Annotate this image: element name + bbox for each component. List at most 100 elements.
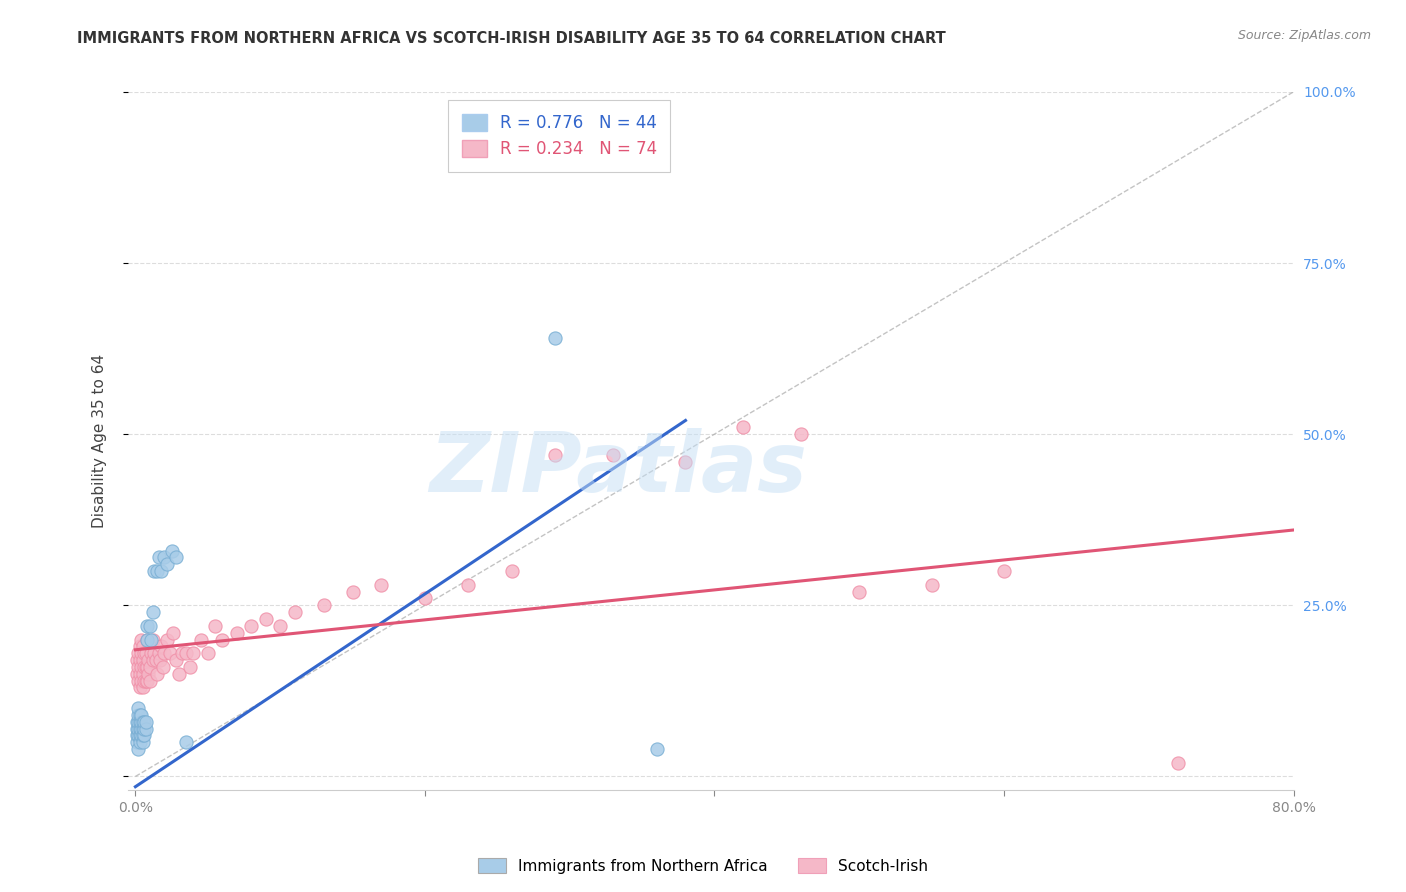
Point bbox=[602, 448, 624, 462]
Point bbox=[146, 666, 169, 681]
Point bbox=[128, 707, 150, 722]
Point bbox=[131, 735, 153, 749]
Point bbox=[125, 735, 148, 749]
Point bbox=[848, 584, 870, 599]
Point bbox=[127, 707, 149, 722]
Point bbox=[675, 454, 697, 468]
Legend: R = 0.776   N = 44, R = 0.234   N = 74: R = 0.776 N = 44, R = 0.234 N = 74 bbox=[449, 100, 671, 171]
Point bbox=[131, 722, 153, 736]
Point bbox=[143, 564, 166, 578]
Point bbox=[142, 605, 165, 619]
Point bbox=[129, 707, 152, 722]
Point bbox=[128, 728, 150, 742]
Point bbox=[136, 673, 159, 688]
Point bbox=[342, 584, 364, 599]
Point bbox=[190, 632, 212, 647]
Point bbox=[129, 673, 152, 688]
Point bbox=[156, 632, 179, 647]
Point bbox=[170, 646, 193, 660]
Point bbox=[165, 653, 187, 667]
Point bbox=[128, 653, 150, 667]
Point bbox=[131, 653, 153, 667]
Point bbox=[645, 742, 668, 756]
Point bbox=[128, 735, 150, 749]
Point bbox=[150, 564, 173, 578]
Point bbox=[129, 646, 152, 660]
Point bbox=[146, 564, 169, 578]
Point bbox=[132, 660, 155, 674]
Point bbox=[125, 714, 148, 729]
Point bbox=[152, 660, 174, 674]
Point bbox=[127, 673, 149, 688]
Point bbox=[142, 653, 165, 667]
Point bbox=[125, 653, 148, 667]
Point bbox=[1167, 756, 1189, 770]
Point bbox=[145, 653, 167, 667]
Point bbox=[138, 653, 160, 667]
Point bbox=[139, 660, 162, 674]
Point bbox=[413, 591, 436, 606]
Point bbox=[128, 714, 150, 729]
Point bbox=[127, 646, 149, 660]
Point bbox=[544, 331, 567, 345]
Point bbox=[143, 646, 166, 660]
Point bbox=[131, 681, 153, 695]
Point bbox=[125, 666, 148, 681]
Point bbox=[148, 550, 170, 565]
Point bbox=[129, 660, 152, 674]
Point bbox=[135, 673, 157, 688]
Point bbox=[135, 722, 157, 736]
Point bbox=[156, 558, 179, 572]
Point bbox=[132, 714, 155, 729]
Point bbox=[312, 599, 335, 613]
Point bbox=[131, 640, 153, 654]
Point bbox=[129, 632, 152, 647]
Text: ZIPatlas: ZIPatlas bbox=[429, 428, 807, 509]
Point bbox=[993, 564, 1015, 578]
Point bbox=[138, 666, 160, 681]
Point bbox=[132, 722, 155, 736]
Point bbox=[129, 722, 152, 736]
Point bbox=[501, 564, 523, 578]
Point bbox=[204, 619, 226, 633]
Point bbox=[165, 550, 187, 565]
Point bbox=[160, 543, 183, 558]
Point bbox=[153, 646, 176, 660]
Point bbox=[179, 660, 201, 674]
Point bbox=[141, 646, 163, 660]
Point bbox=[150, 640, 173, 654]
Text: Source: ZipAtlas.com: Source: ZipAtlas.com bbox=[1237, 29, 1371, 42]
Point bbox=[129, 714, 152, 729]
Point bbox=[225, 625, 247, 640]
Point bbox=[240, 619, 263, 633]
Point bbox=[142, 632, 165, 647]
Point bbox=[127, 728, 149, 742]
Point bbox=[132, 673, 155, 688]
Point bbox=[139, 673, 162, 688]
Point bbox=[127, 742, 149, 756]
Point bbox=[136, 632, 159, 647]
Point bbox=[141, 632, 163, 647]
Point bbox=[174, 735, 197, 749]
Point bbox=[181, 646, 204, 660]
Point bbox=[128, 640, 150, 654]
Point bbox=[139, 619, 162, 633]
Point bbox=[153, 550, 176, 565]
Point bbox=[131, 666, 153, 681]
Point bbox=[136, 619, 159, 633]
Point bbox=[544, 448, 567, 462]
Point bbox=[125, 728, 148, 742]
Point bbox=[457, 578, 479, 592]
Y-axis label: Disability Age 35 to 64: Disability Age 35 to 64 bbox=[93, 354, 107, 528]
Point bbox=[167, 666, 190, 681]
Point bbox=[149, 653, 172, 667]
Point bbox=[131, 714, 153, 729]
Point bbox=[162, 625, 184, 640]
Point bbox=[127, 722, 149, 736]
Point bbox=[370, 578, 392, 592]
Point bbox=[254, 612, 277, 626]
Text: IMMIGRANTS FROM NORTHERN AFRICA VS SCOTCH-IRISH DISABILITY AGE 35 TO 64 CORRELAT: IMMIGRANTS FROM NORTHERN AFRICA VS SCOTC… bbox=[77, 31, 946, 46]
Point bbox=[127, 660, 149, 674]
Point bbox=[284, 605, 307, 619]
Point bbox=[128, 666, 150, 681]
